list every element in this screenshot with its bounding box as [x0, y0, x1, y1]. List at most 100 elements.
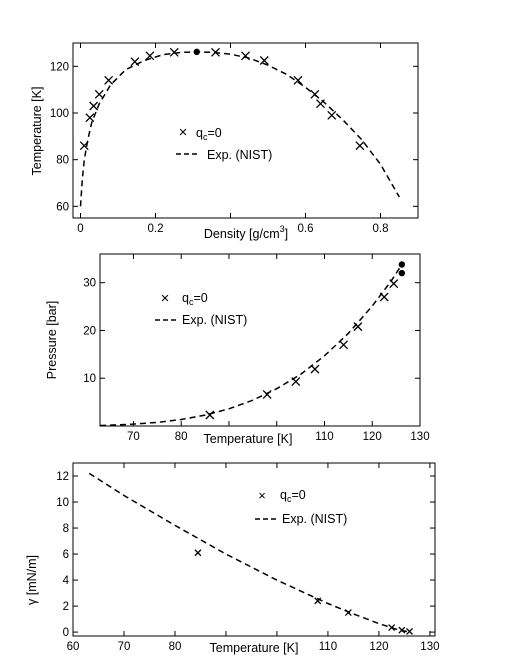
- data-point-x: [355, 141, 365, 151]
- x-tick-label: 0.8: [373, 223, 389, 235]
- x-tick-label: 70: [118, 641, 131, 653]
- data-point-x: [169, 47, 179, 57]
- y-tick-label: 20: [83, 325, 96, 337]
- x-tick-label: 60: [67, 641, 80, 653]
- x-stroke: [327, 110, 337, 120]
- axes: 0 0.2 0.6 0.8 60 80 100 120: [50, 43, 418, 235]
- legend: × qc=0 Exp. (NIST): [255, 488, 347, 526]
- x-tick-label: 70: [127, 431, 140, 443]
- y-tick-label: 12: [56, 471, 69, 483]
- x-stroke: [104, 75, 114, 85]
- x-stroke: [194, 549, 202, 557]
- y-tick-label: 10: [56, 497, 69, 509]
- data-point-x: [205, 410, 215, 420]
- temperature-surface-tension-panel: 60 70 80 110 120 130 0 2 4 6 8 10 12 Temperature [K]…: [25, 462, 439, 655]
- x-stroke: [89, 101, 99, 111]
- nist-dashed-line: [99, 264, 403, 427]
- legend-label-qc: qc=0: [182, 291, 208, 307]
- legend-label-nist: Exp. (NIST): [182, 313, 247, 327]
- x-stroke: [241, 51, 250, 61]
- y-tick-label: 10: [83, 373, 96, 385]
- x-tick-label: 120: [369, 641, 388, 653]
- x-tick-label: 0.6: [298, 223, 314, 235]
- data-point-x: [327, 110, 337, 120]
- axes: 60 70 80 110 120 130 0 2 4 6 8 10 12: [56, 463, 439, 653]
- x-tick-label: 110: [315, 431, 333, 443]
- legend-marker-x: ×: [258, 488, 266, 503]
- plot-marks: [99, 261, 406, 427]
- x-stroke: [94, 89, 104, 99]
- data-point-x: [104, 75, 114, 85]
- x-stroke: [85, 113, 95, 123]
- x-stroke: [379, 292, 389, 302]
- y-tick-label: 0: [63, 627, 69, 639]
- y-axis-label: Temperature [K]: [30, 87, 44, 176]
- plot-frame: [72, 462, 436, 637]
- y-tick-label: 4: [63, 575, 70, 587]
- temperature-pressure-panel: 70 80 110 120 130 10 20 30 Temperature [K] Pres…: [45, 253, 430, 446]
- data-point-x: [259, 56, 269, 65]
- y-tick-label: 60: [56, 201, 69, 213]
- y-tick-label: 120: [50, 61, 69, 73]
- y-axis-label: Pressure [bar]: [45, 301, 59, 380]
- x-stroke: [291, 377, 301, 387]
- data-point-x: [293, 75, 303, 85]
- x-stroke: [169, 47, 179, 57]
- x-axis-label: Temperature [K]: [210, 641, 299, 655]
- y-axis-label: γ [mN/m]: [25, 555, 39, 605]
- y-tick-label: 80: [56, 155, 69, 167]
- y-tick-label: 8: [63, 523, 69, 535]
- x-stroke: [310, 364, 320, 374]
- x-stroke: [259, 56, 269, 65]
- legend-label-nist: Exp. (NIST): [282, 512, 347, 526]
- y-tick-label: 2: [63, 601, 69, 613]
- x-tick-label: 0.2: [148, 223, 164, 235]
- data-point-x: [353, 322, 363, 332]
- x-tick-label: 0: [77, 223, 83, 235]
- x-stroke: [355, 141, 365, 151]
- y-tick-label: 6: [63, 549, 69, 561]
- axes: 70 80 110 120 130 10 20 30: [83, 254, 430, 443]
- x-stroke: [339, 340, 349, 350]
- x-tick-label: 130: [410, 431, 429, 443]
- critical-point: [398, 269, 406, 277]
- x-stroke: [406, 627, 413, 635]
- x-axis-label: Density [g/cm3]: [204, 224, 288, 241]
- nist-dashed-line: [88, 472, 411, 633]
- legend: × qc=0 Exp. (NIST): [155, 290, 247, 327]
- x-stroke: [145, 51, 155, 61]
- data-point-x: [194, 549, 202, 557]
- data-point-x: [145, 51, 155, 61]
- legend-marker-x: ×: [161, 290, 170, 307]
- data-point-x: [94, 89, 104, 99]
- y-tick-label: 30: [83, 278, 96, 290]
- x-stroke: [205, 410, 215, 420]
- x-stroke: [314, 597, 322, 605]
- plot-marks: [88, 472, 413, 635]
- x-tick-label: 80: [169, 641, 182, 653]
- x-axis-label: Temperature [K]: [204, 432, 293, 446]
- density-temperature-panel: 0 0.2 0.6 0.8 60 80 100 120 Density [g/cm3] Tem…: [30, 42, 419, 241]
- nist-dashed-line: [79, 51, 400, 207]
- x-tick-label: 120: [363, 431, 382, 443]
- legend-marker-x: ×: [179, 124, 188, 141]
- legend-label-nist: Exp. (NIST): [207, 148, 272, 162]
- legend-label-qc: qc=0: [196, 126, 222, 142]
- data-point-x: [339, 340, 349, 350]
- x-stroke: [353, 322, 363, 332]
- plot-frame: [99, 253, 421, 427]
- data-point-x: [85, 113, 95, 123]
- data-point-x: [406, 627, 413, 635]
- y-tick-label: 100: [50, 108, 69, 120]
- plot-marks: [79, 47, 400, 207]
- x-stroke: [130, 57, 140, 67]
- legend-label-qc: qc=0: [280, 488, 306, 504]
- legend: × qc=0 Exp. (NIST): [176, 124, 272, 162]
- x-stroke: [389, 279, 399, 289]
- data-point-x: [314, 597, 322, 605]
- x-tick-label: 130: [420, 641, 439, 653]
- data-point-x: [89, 101, 99, 111]
- plot-frame: [72, 42, 419, 219]
- x-tick-label: 80: [175, 431, 188, 443]
